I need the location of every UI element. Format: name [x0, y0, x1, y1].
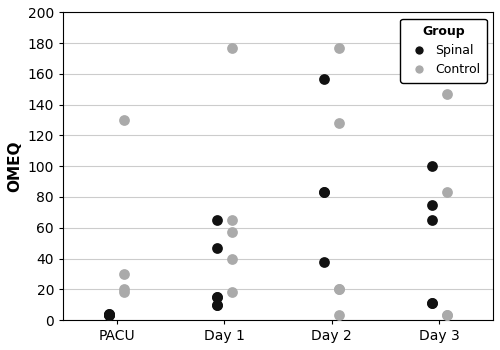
- Point: [336, 286, 344, 292]
- Point: [428, 300, 436, 306]
- Point: [213, 302, 221, 307]
- Point: [428, 300, 436, 306]
- Point: [106, 313, 114, 318]
- Point: [213, 217, 221, 223]
- Point: [320, 190, 328, 195]
- Point: [336, 45, 344, 51]
- Point: [120, 117, 128, 123]
- Point: [120, 289, 128, 295]
- Point: [228, 230, 236, 235]
- Point: [213, 294, 221, 300]
- Point: [428, 202, 436, 208]
- Point: [213, 302, 221, 307]
- Point: [106, 311, 114, 317]
- Point: [336, 120, 344, 126]
- Legend: Spinal, Control: Spinal, Control: [400, 19, 487, 83]
- Point: [336, 286, 344, 292]
- Point: [428, 217, 436, 223]
- Point: [443, 190, 451, 195]
- Point: [336, 313, 344, 318]
- Point: [106, 311, 114, 317]
- Point: [106, 313, 114, 318]
- Point: [106, 313, 114, 318]
- Point: [228, 256, 236, 261]
- Point: [443, 91, 451, 97]
- Point: [120, 271, 128, 277]
- Y-axis label: OMEQ: OMEQ: [7, 140, 22, 192]
- Point: [228, 217, 236, 223]
- Point: [320, 76, 328, 81]
- Point: [443, 313, 451, 318]
- Point: [213, 294, 221, 300]
- Point: [228, 289, 236, 295]
- Point: [120, 286, 128, 292]
- Point: [443, 313, 451, 318]
- Point: [428, 163, 436, 169]
- Point: [320, 259, 328, 264]
- Point: [320, 190, 328, 195]
- Point: [228, 45, 236, 51]
- Point: [213, 245, 221, 251]
